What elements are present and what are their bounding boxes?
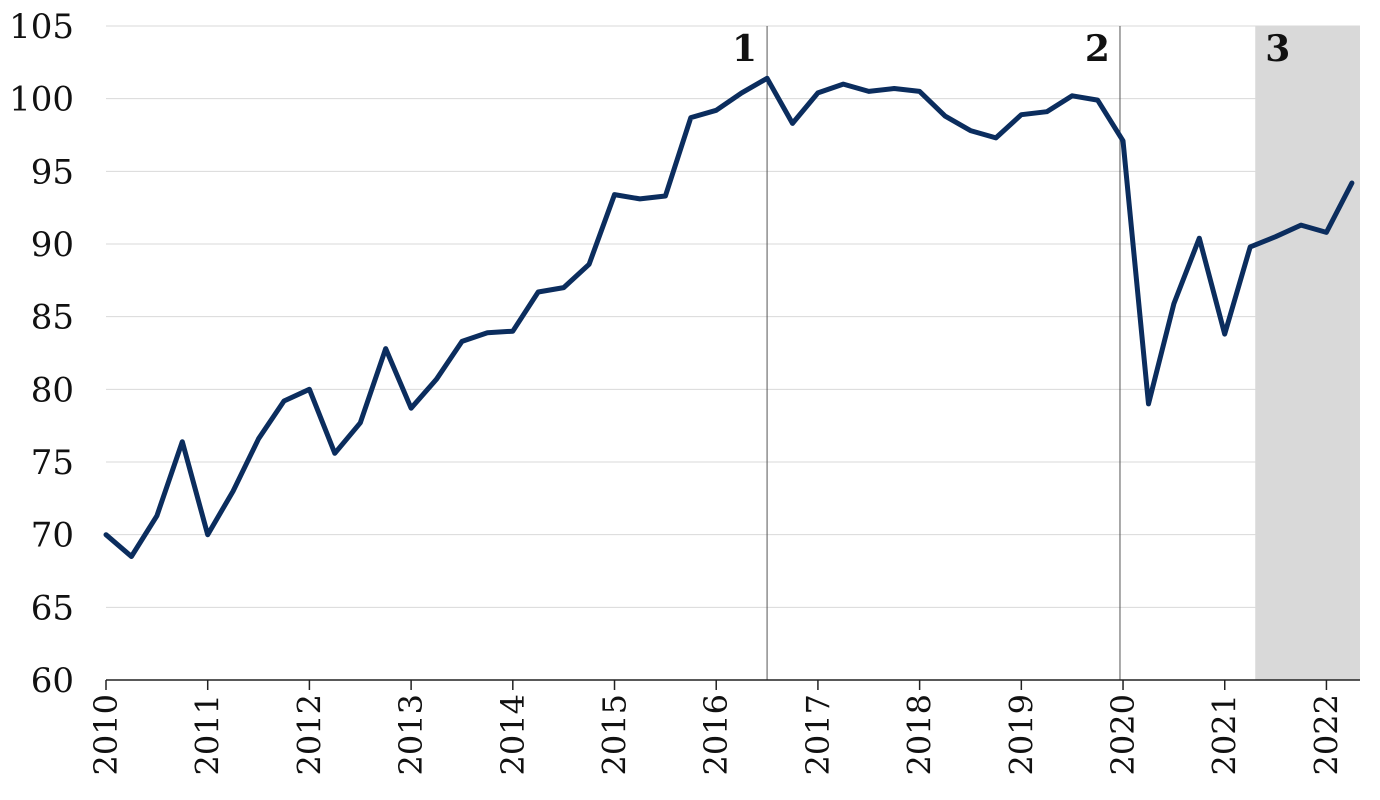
data-point: [1046, 111, 1048, 113]
data-point: [308, 388, 310, 390]
data-point: [969, 130, 971, 132]
data-point: [1097, 99, 1099, 101]
data-point: [791, 122, 793, 124]
data-point: [512, 330, 514, 332]
data-point: [486, 332, 488, 334]
data-point: [639, 198, 641, 200]
x-tick-label-2014: 2014: [494, 694, 532, 775]
annotation-label-1: 1: [732, 28, 757, 70]
data-point: [563, 287, 565, 289]
y-tick-label-65: 65: [31, 588, 74, 628]
x-tick-label-2013: 2013: [392, 694, 430, 775]
data-point: [1122, 140, 1124, 142]
data-point: [842, 83, 844, 85]
axes: [105, 679, 1360, 690]
data-point: [1173, 303, 1175, 305]
x-tick-label-2020: 2020: [1104, 694, 1142, 775]
y-tick-label-60: 60: [31, 661, 74, 701]
data-point: [1224, 333, 1226, 335]
data-point: [537, 291, 539, 293]
y-tick-label-95: 95: [31, 152, 74, 192]
data-point: [1071, 95, 1073, 97]
series-line-0: [103, 75, 1355, 559]
data-point: [181, 441, 183, 443]
data-point: [156, 515, 158, 517]
data-point: [868, 90, 870, 92]
data-point: [436, 378, 438, 380]
data-point: [1325, 231, 1327, 233]
shaded-region-layer: [1255, 26, 1360, 680]
y-tick-label-75: 75: [31, 443, 74, 483]
x-tick-label-2019: 2019: [1002, 694, 1040, 775]
data-point: [1198, 237, 1200, 239]
data-point: [817, 92, 819, 94]
x-tick-label-2018: 2018: [901, 694, 939, 775]
y-tick-label-90: 90: [31, 225, 74, 265]
data-point: [1275, 236, 1277, 238]
data-point: [105, 534, 107, 536]
x-tick-label-2015: 2015: [596, 694, 634, 775]
data-point: [588, 263, 590, 265]
annotation-lines: [766, 26, 1121, 680]
x-tick-label-2021: 2021: [1206, 694, 1244, 775]
annotation-label-2: 2: [1085, 28, 1110, 70]
data-point: [130, 555, 132, 557]
series-layer: [103, 75, 1355, 559]
data-point: [1300, 224, 1302, 226]
data-point: [664, 195, 666, 197]
data-point: [410, 407, 412, 409]
x-tick-label-2022: 2022: [1307, 694, 1345, 775]
data-point: [1249, 246, 1251, 248]
data-point: [715, 109, 717, 111]
data-point: [359, 422, 361, 424]
data-point: [461, 340, 463, 342]
x-tick-label-2012: 2012: [290, 694, 328, 775]
data-point: [207, 534, 209, 536]
y-tick-label-100: 100: [9, 80, 74, 120]
data-point: [334, 452, 336, 454]
x-tick-label-2011: 2011: [189, 694, 227, 775]
shaded-region-3: [1255, 26, 1360, 680]
data-point: [741, 92, 743, 94]
data-point: [893, 87, 895, 89]
data-point: [995, 137, 997, 139]
y-tick-label-80: 80: [31, 370, 74, 410]
y-tick-label-105: 105: [9, 7, 74, 47]
data-point: [385, 348, 387, 350]
y-tick-labels: 60 65 70 75 80 85 90 95 100 105: [9, 7, 74, 701]
annotation-label-3: 3: [1265, 28, 1290, 70]
data-point: [1020, 114, 1022, 116]
data-point: [614, 194, 616, 196]
data-point: [283, 400, 285, 402]
y-tick-label-85: 85: [31, 298, 74, 338]
data-point: [232, 490, 234, 492]
x-tick-label-2010: 2010: [87, 694, 125, 775]
data-point: [919, 90, 921, 92]
gridlines: [106, 25, 1360, 608]
data-point: [1147, 403, 1149, 405]
data-point: [766, 77, 768, 79]
x-tick-label-2016: 2016: [697, 694, 735, 775]
annotation-labels: 1 2 3: [732, 28, 1290, 70]
data-point: [944, 115, 946, 117]
x-tick-label-2017: 2017: [799, 694, 837, 775]
x-tick-labels: 2010 2011 2012 2013 2014 2015 2016 2017 2018 2019…: [87, 694, 1345, 775]
data-point: [690, 117, 692, 119]
y-tick-label-70: 70: [31, 516, 74, 556]
data-point: [1351, 182, 1353, 184]
data-point: [258, 438, 260, 440]
